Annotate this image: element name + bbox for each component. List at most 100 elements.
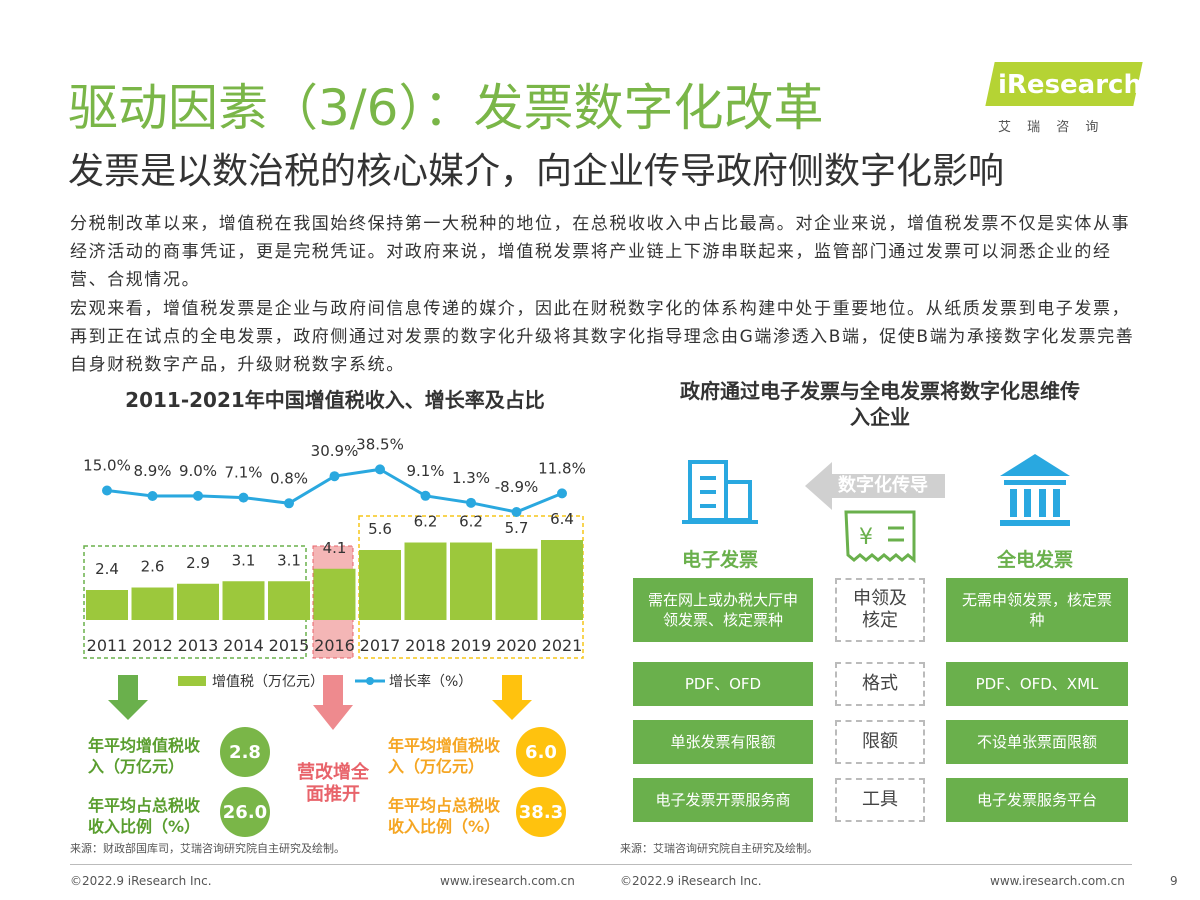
line-point	[238, 492, 249, 503]
annotation: 年平均增值税收入（万亿元）	[388, 736, 501, 776]
page-number: 9	[1170, 874, 1178, 888]
line-label: 8.9%	[133, 462, 171, 480]
bar	[450, 542, 492, 620]
period-box	[83, 545, 307, 659]
right-cell: 无需申领发票，核定票种	[946, 578, 1128, 642]
bar-label: 6.2	[459, 513, 483, 531]
paragraph: 分税制改革以来，增值税在我国始终保持第一大税种的地位，在总税收收入中占比最高。对…	[70, 214, 1131, 290]
bar	[86, 590, 128, 620]
paragraph: 宏观来看，增值税发票是企业与政府间信息传递的媒介，因此在财税数字化的体系构建中处…	[70, 299, 1135, 375]
line-point	[193, 490, 203, 501]
x-tick-label: 2015	[269, 636, 310, 655]
x-tick-label: 2011	[87, 636, 128, 655]
line-point	[511, 507, 522, 518]
x-tick-label: 2013	[178, 636, 219, 655]
legend-swatch	[178, 676, 206, 686]
arrow	[805, 462, 945, 510]
middle-cell: 限额	[835, 720, 925, 764]
x-tick-label: 2019	[451, 636, 492, 655]
subtitle: 发票是以数治税的核心媒介，向企业传导政府侧数字化影响	[68, 151, 1005, 192]
icon-yen: ¥	[859, 525, 873, 550]
badge-value: 38.3	[519, 802, 563, 823]
badge-value: 2.8	[229, 742, 261, 763]
footer-rule	[70, 864, 1132, 865]
bar	[359, 550, 401, 620]
legend-label: 增值税（万亿元）	[212, 674, 324, 690]
bar-label: 5.6	[368, 520, 392, 538]
line-label: -8.9%	[495, 478, 539, 496]
chart-title: 2011-2021年中国增值税收入、增长率及占比	[125, 388, 545, 412]
legend-label: 增长率（%）	[389, 673, 472, 690]
bar	[313, 568, 356, 620]
url: www.iresearch.com.cn	[440, 874, 575, 888]
right-cell: 不设单张票面限额	[946, 720, 1128, 764]
badge-circle	[516, 727, 566, 777]
icon-building	[682, 460, 758, 524]
badge-circle	[516, 787, 566, 837]
line-point	[466, 497, 476, 508]
line-label: 9.0%	[179, 462, 217, 480]
diagram-icons: 数字化传导 ¥ 电子发票 全电发票	[682, 454, 1073, 570]
bar	[541, 540, 583, 620]
bar	[404, 542, 447, 620]
middle-cell: 格式	[835, 662, 925, 706]
x-tick-label: 2018	[405, 636, 446, 655]
annotation: 年平均增值税收入（万亿元）	[88, 736, 201, 776]
line-point	[375, 464, 385, 475]
right-cell: 电子发票服务平台	[946, 778, 1128, 822]
arrow	[313, 675, 353, 730]
middle-cell: 工具	[835, 778, 925, 822]
logo-sub: 艾 瑞 咨 询	[998, 120, 1105, 135]
bar-label: 2.9	[186, 554, 210, 572]
bar-label: 3.1	[277, 551, 301, 569]
title: 驱动因素（3/6）：发票数字化改革	[68, 79, 824, 137]
line-label: 9.1%	[406, 462, 444, 480]
line-point	[102, 485, 112, 496]
middle-cell: 申领及核定	[835, 578, 925, 642]
bar-label: 4.1	[323, 539, 347, 557]
left-cell: PDF、OFD	[633, 662, 813, 706]
left-cell: 电子发票开票服务商	[633, 778, 813, 822]
line-label: 1.3%	[452, 469, 490, 487]
copyright: ©2022.9 iResearch Inc.	[70, 874, 212, 888]
annotation: 年平均占总税收收入比例（%）	[88, 796, 201, 836]
x-tick-label: 2020	[496, 636, 537, 655]
copyright: ©2022.9 iResearch Inc.	[620, 874, 762, 888]
x-tick-label: 2021	[542, 636, 583, 655]
line-point	[557, 488, 567, 499]
badge-circle	[220, 727, 270, 777]
line-point	[147, 490, 158, 501]
line-point	[284, 498, 294, 509]
annotation: 年平均占总税收收入比例（%）	[388, 796, 501, 836]
bar-label: 5.7	[505, 519, 529, 537]
column-label: 电子发票	[682, 548, 758, 570]
line-label: 11.8%	[538, 459, 586, 477]
line-point	[420, 490, 431, 501]
bar	[268, 581, 310, 620]
diagram-title: 政府通过电子发票与全电发票将数字化思维传入企业	[680, 379, 1080, 429]
column-label: 全电发票	[996, 548, 1073, 570]
icon-invoice	[844, 510, 916, 564]
bar	[131, 587, 174, 620]
line-point	[329, 471, 340, 482]
arrow-label: 数字化传导	[838, 474, 928, 496]
x-tick-label: 2014	[223, 636, 264, 655]
right-cell: PDF、OFD、XML	[946, 662, 1128, 706]
line-label: 15.0%	[83, 457, 131, 475]
bar-label: 6.2	[414, 513, 438, 531]
bar-label: 2.4	[95, 560, 119, 578]
bar	[177, 583, 219, 620]
bar-label: 6.4	[550, 510, 574, 528]
line-label: 38.5%	[356, 435, 404, 453]
bar	[495, 548, 538, 620]
arrow	[492, 675, 532, 720]
left-cell: 需在网上或办税大厅申领发票、核定票种	[633, 578, 813, 642]
bar-label: 3.1	[232, 551, 256, 569]
bar	[222, 581, 265, 620]
x-tick-label: 2012	[132, 636, 173, 655]
legend-swatch	[366, 677, 374, 685]
badge-value: 26.0	[223, 802, 267, 823]
source: 来源：财政部国库司，艾瑞咨询研究院自主研究及绘制。	[70, 842, 345, 855]
badge-value: 6.0	[525, 742, 557, 763]
